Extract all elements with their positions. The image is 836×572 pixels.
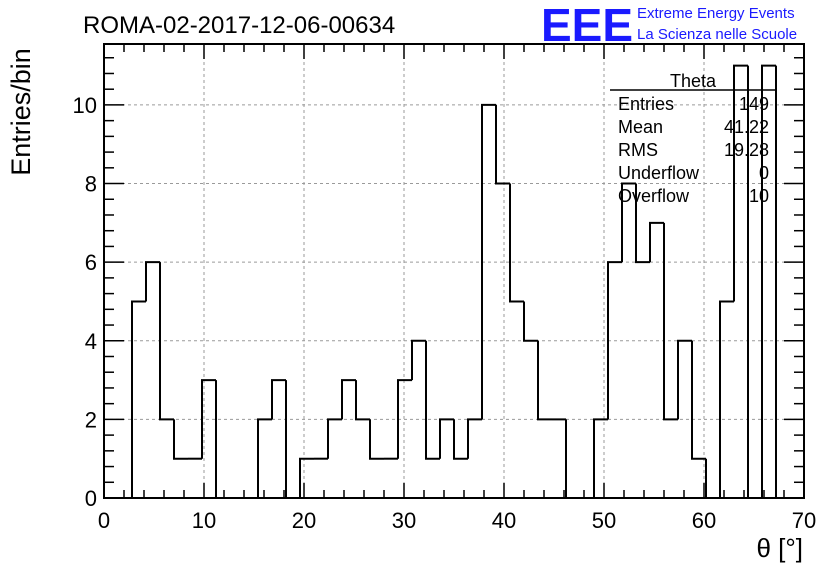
histogram-bin [355, 380, 370, 421]
histogram-bin [523, 301, 538, 342]
histogram-bin [159, 262, 174, 421]
histogram-bin [453, 419, 468, 460]
histogram-bin [257, 418, 272, 498]
stats-title: Theta [670, 71, 717, 91]
histogram-bin [495, 104, 510, 185]
y-tick-label: 10 [73, 93, 97, 118]
x-tick-label: 70 [792, 508, 816, 533]
x-tick-label: 10 [192, 508, 216, 533]
chart-title: ROMA-02-2017-12-06-00634 [83, 12, 395, 39]
histogram-bin [663, 222, 678, 421]
stats-rms-label: RMS [618, 140, 658, 160]
histogram-bin [439, 418, 454, 459]
histogram-bin [285, 380, 300, 499]
histogram-bin [607, 261, 622, 420]
histogram-bin [593, 418, 608, 498]
y-tick-label: 0 [85, 486, 97, 511]
histogram-bin [691, 340, 706, 460]
x-tick-label: 40 [492, 508, 516, 533]
y-tick-label: 2 [85, 407, 97, 432]
x-tick-label: 50 [592, 508, 616, 533]
histogram-bin [327, 418, 342, 459]
y-tick-label: 8 [85, 172, 97, 197]
histogram-bin [481, 103, 496, 420]
histogram-bin [341, 379, 356, 420]
histogram-bin [369, 419, 384, 460]
histogram-bin [425, 340, 440, 460]
y-tick-label: 4 [85, 329, 97, 354]
histogram-bin [173, 419, 188, 460]
stats-mean-label: Mean [618, 117, 663, 137]
histogram-bin [467, 418, 482, 459]
logo-line-2: La Scienza nelle Scuole [637, 26, 797, 43]
histogram-bin [621, 182, 636, 263]
histogram-bin [145, 261, 160, 302]
histogram-bin [299, 457, 314, 498]
logo-line-1: Extreme Energy Events [637, 5, 795, 22]
histogram-bin [509, 183, 524, 303]
histogram-bin [761, 64, 776, 498]
histogram-bin [201, 379, 216, 459]
stats-entries-label: Entries [618, 94, 674, 114]
histogram-bin [131, 300, 146, 498]
tick-labels: 0 10 20 30 40 50 60 70 0 2 4 6 8 10 [73, 93, 817, 533]
histogram-bin [271, 379, 286, 420]
stats-underflow-label: Underflow [618, 163, 700, 183]
stats-mean-value: 41.22 [724, 117, 769, 137]
x-tick-label: 20 [292, 508, 316, 533]
stats-overflow-label: Overflow [618, 186, 690, 206]
plot-frame [103, 43, 805, 499]
grid-lines [104, 44, 804, 498]
stats-underflow-value: 0 [759, 163, 769, 183]
histogram-bin [705, 458, 720, 499]
stats-overflow-value: 10 [749, 186, 769, 206]
x-tick-label: 30 [392, 508, 416, 533]
x-axis-label: θ [°] [756, 533, 803, 563]
stats-box: Theta Entries 149 Mean 41.22 RMS 19.28 U… [610, 71, 777, 206]
eee-logo-text: EEE [541, 0, 633, 51]
histogram [131, 64, 777, 499]
histogram-bin [537, 340, 552, 421]
axis-ticks [103, 44, 805, 499]
eee-logo: EEE Extreme Energy Events La Scienza nel… [541, 0, 797, 51]
histogram-bin [397, 379, 412, 459]
x-tick-label: 0 [98, 508, 110, 533]
histogram-bin [719, 300, 734, 498]
y-axis-label: Entries/bin [6, 48, 36, 176]
stats-entries-value: 149 [739, 94, 769, 114]
x-tick-label: 60 [692, 508, 716, 533]
y-tick-label: 6 [85, 250, 97, 275]
histogram-bin [215, 380, 230, 499]
histogram-bin [733, 64, 748, 302]
histogram-bin [635, 183, 650, 264]
stats-rms-value: 19.28 [724, 140, 769, 160]
histogram-bin [411, 339, 426, 381]
histogram-bin [565, 419, 580, 499]
histogram-bin [649, 221, 664, 263]
histogram-bin [677, 339, 692, 420]
